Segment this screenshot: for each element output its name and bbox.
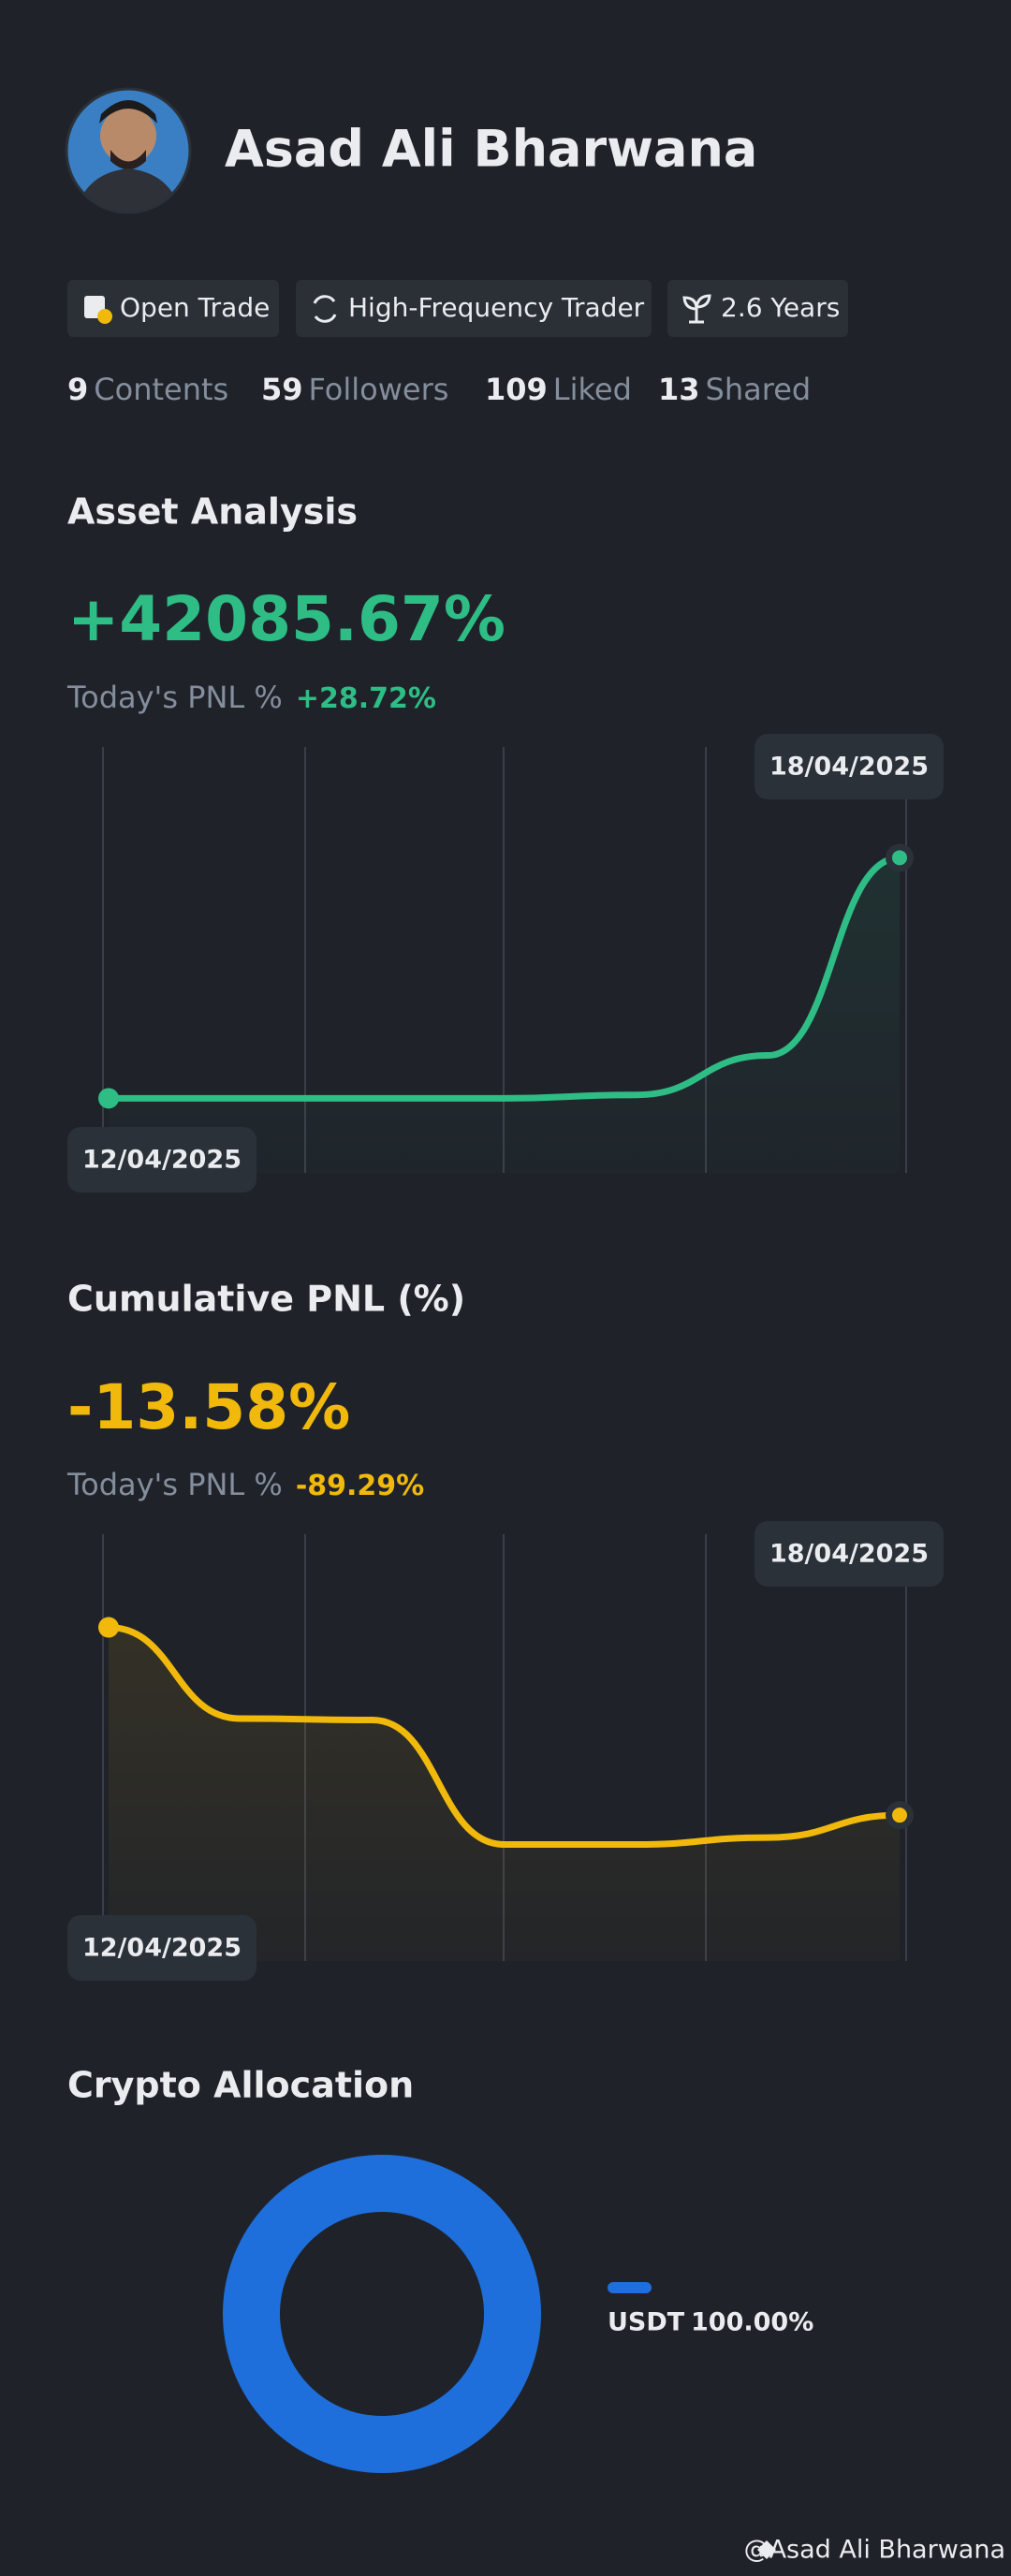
section-title: Crypto Allocation — [67, 2065, 414, 2106]
date-label: 12/04/2025 — [82, 1146, 242, 1175]
section-title: Asset Analysis — [67, 491, 358, 533]
stat-label: Shared — [706, 372, 812, 407]
badge: Open Trade — [67, 280, 279, 337]
stat-value: 59 — [261, 372, 303, 407]
badge-label: High-Frequency Trader — [348, 292, 645, 323]
legend-label: USDT — [608, 2308, 685, 2337]
today-pnl: Today's PNL % -89.29% — [66, 1467, 424, 1502]
end-dot-core — [892, 1808, 907, 1823]
start-dot — [98, 1088, 119, 1109]
stat-value: 9 — [67, 372, 88, 407]
stat-value: 13 — [658, 372, 700, 407]
line — [105, 1624, 903, 1848]
badge: High-Frequency Trader — [296, 280, 652, 337]
watermark-icon — [757, 2540, 776, 2559]
stat: 109 Liked — [485, 372, 632, 407]
date-box — [755, 734, 944, 799]
date-box — [67, 1915, 256, 1981]
user-name: Asad Ali Bharwana — [225, 120, 757, 179]
legend-value: 100.00% — [691, 2308, 813, 2337]
section-title: Cumulative PNL (%) — [67, 1279, 465, 1320]
stat-value: 109 — [485, 372, 548, 407]
today-pnl: Today's PNL % +28.72% — [66, 680, 436, 715]
stat-label: Contents — [94, 372, 228, 407]
date-label: 12/04/2025 — [82, 1934, 242, 1963]
area — [109, 1627, 900, 1961]
end-dot-core — [892, 850, 907, 866]
headline: +42085.67% — [67, 583, 506, 655]
today-value: -89.29% — [296, 1470, 424, 1502]
area — [109, 857, 900, 1173]
stat-label: Liked — [553, 372, 632, 407]
stat: 13 Shared — [658, 372, 811, 407]
date-label: 18/04/2025 — [769, 753, 929, 782]
date-box — [755, 1521, 944, 1587]
stat-label: Followers — [309, 372, 449, 407]
badge-label: Open Trade — [120, 292, 270, 323]
today-value: +28.72% — [296, 682, 436, 715]
avatar-ring — [65, 87, 192, 214]
stat: 59 Followers — [261, 372, 448, 407]
headline: -13.58% — [67, 1371, 350, 1443]
legend-swatch — [608, 2282, 652, 2293]
badge: 2.6 Years — [667, 280, 848, 337]
donut-slice — [223, 2155, 541, 2473]
today-label: Today's PNL % — [66, 1467, 283, 1502]
badge-label: 2.6 Years — [721, 292, 840, 323]
stat: 9 Contents — [67, 372, 228, 407]
date-box — [67, 1127, 256, 1193]
avatar — [66, 89, 190, 212]
line — [105, 854, 903, 1102]
watermark: @Asad Ali Bharwana — [744, 2536, 1005, 2565]
start-dot — [98, 1617, 119, 1638]
today-label: Today's PNL % — [66, 680, 283, 715]
date-label: 18/04/2025 — [769, 1540, 929, 1569]
